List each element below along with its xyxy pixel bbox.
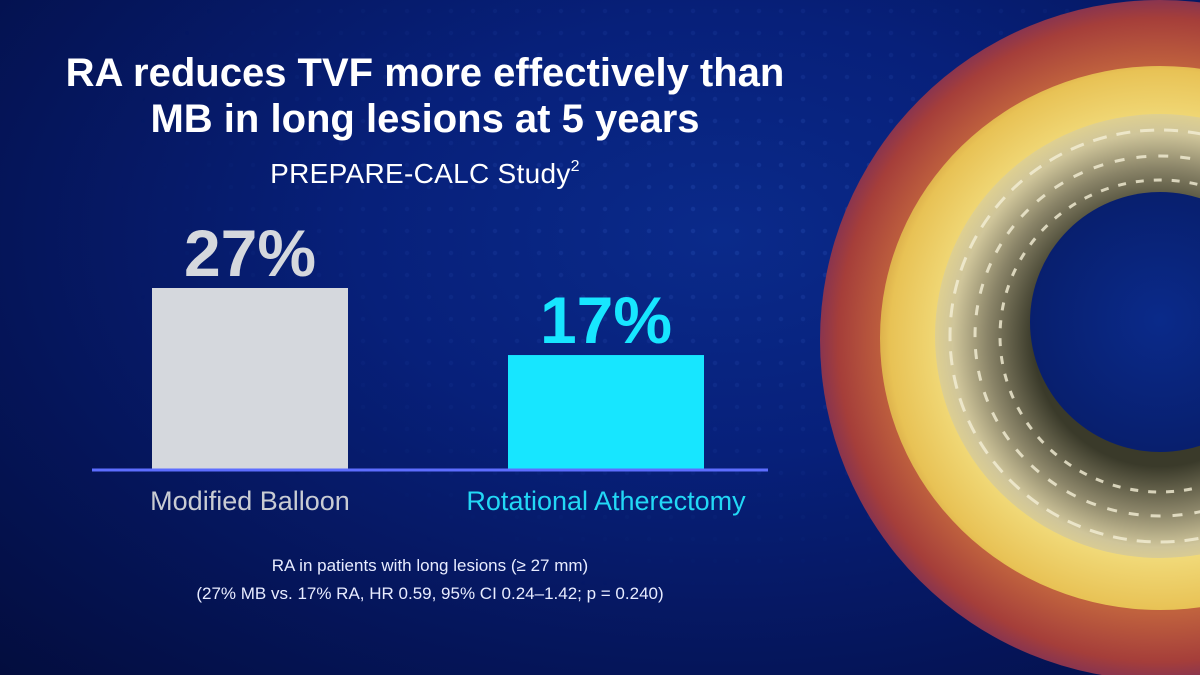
value-label-modified-balloon: 27%	[184, 216, 316, 290]
category-label-modified-balloon: Modified Balloon	[150, 486, 350, 516]
vessel-lumen	[1030, 192, 1200, 452]
chart-bars: 27% Modified Balloon 17% Rotational Atherec…	[150, 216, 746, 516]
title-line-2: MB in long lesions at 5 years	[150, 97, 700, 141]
footnote-line-1: RA in patients with long lesions (≥ 27 m…	[271, 556, 589, 575]
value-label-rotational-atherectomy: 17%	[540, 283, 672, 357]
stent-struts	[948, 128, 1200, 544]
bar-modified-balloon	[152, 288, 348, 469]
study-name: PREPARE-CALC Study	[270, 158, 571, 189]
slide-subtitle: PREPARE-CALC Study2	[0, 150, 850, 191]
footnote-line-2: (27% MB vs. 17% RA, HR 0.59, 95% CI 0.24…	[196, 584, 664, 603]
chart-footnote: RA in patients with long lesions (≥ 27 m…	[130, 552, 730, 608]
title-line-1: RA reduces TVF more effectively than	[65, 51, 785, 95]
bar-rotational-atherectomy	[508, 355, 704, 469]
category-label-rotational-atherectomy: Rotational Atherectomy	[466, 486, 746, 516]
slide-title: RA reduces TVF more effectively than MB …	[0, 50, 850, 142]
reference-superscript: 2	[570, 158, 580, 175]
